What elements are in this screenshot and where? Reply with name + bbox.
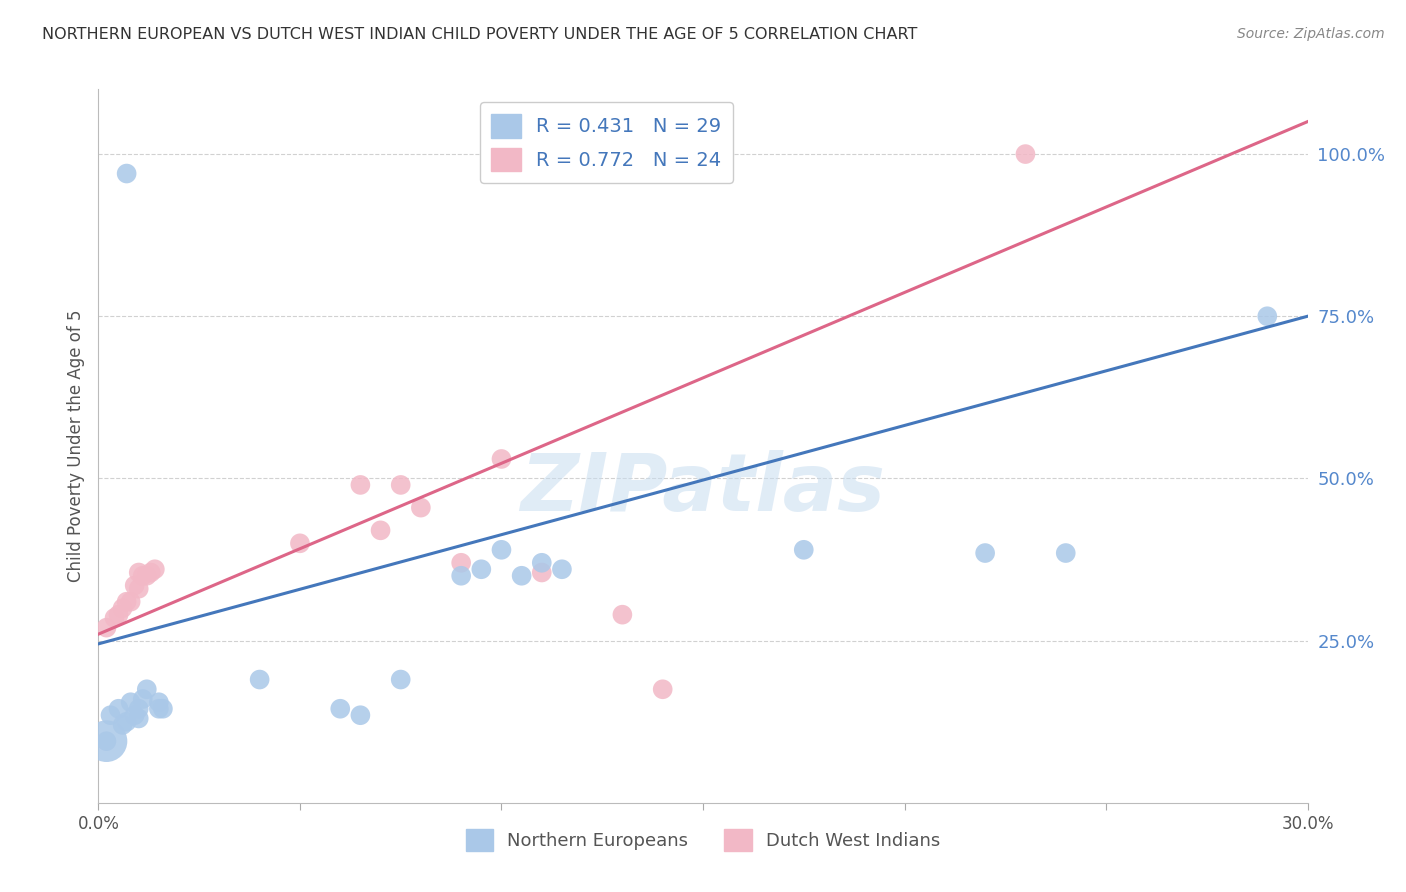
- Point: [793, 542, 815, 557]
- Text: Source: ZipAtlas.com: Source: ZipAtlas.com: [1237, 27, 1385, 41]
- Point: [1256, 310, 1278, 324]
- Point: [409, 500, 432, 515]
- Point: [124, 708, 146, 723]
- Point: [349, 708, 371, 723]
- Point: [132, 692, 155, 706]
- Legend: Northern Europeans, Dutch West Indians: Northern Europeans, Dutch West Indians: [458, 822, 948, 858]
- Point: [132, 568, 155, 582]
- Point: [370, 524, 392, 538]
- Point: [389, 673, 412, 687]
- Point: [491, 542, 513, 557]
- Point: [249, 673, 271, 687]
- Point: [115, 595, 138, 609]
- Y-axis label: Child Poverty Under the Age of 5: Child Poverty Under the Age of 5: [66, 310, 84, 582]
- Point: [120, 695, 142, 709]
- Point: [128, 702, 150, 716]
- Point: [551, 562, 574, 576]
- Point: [530, 556, 553, 570]
- Point: [329, 702, 352, 716]
- Point: [96, 621, 118, 635]
- Point: [128, 566, 150, 580]
- Point: [148, 702, 170, 716]
- Point: [288, 536, 311, 550]
- Point: [124, 578, 146, 592]
- Point: [111, 718, 134, 732]
- Point: [450, 556, 472, 570]
- Point: [491, 452, 513, 467]
- Point: [128, 582, 150, 596]
- Point: [651, 682, 673, 697]
- Point: [530, 566, 553, 580]
- Point: [148, 695, 170, 709]
- Point: [1054, 546, 1077, 560]
- Point: [389, 478, 412, 492]
- Point: [120, 595, 142, 609]
- Point: [115, 167, 138, 181]
- Point: [349, 478, 371, 492]
- Point: [135, 568, 157, 582]
- Point: [96, 734, 118, 748]
- Point: [100, 708, 122, 723]
- Point: [450, 568, 472, 582]
- Point: [612, 607, 634, 622]
- Text: ZIPatlas: ZIPatlas: [520, 450, 886, 528]
- Point: [107, 702, 129, 716]
- Point: [974, 546, 997, 560]
- Point: [510, 568, 533, 582]
- Point: [143, 562, 166, 576]
- Point: [111, 601, 134, 615]
- Point: [96, 734, 118, 748]
- Point: [107, 607, 129, 622]
- Point: [470, 562, 492, 576]
- Point: [135, 682, 157, 697]
- Point: [115, 714, 138, 729]
- Point: [152, 702, 174, 716]
- Point: [103, 611, 125, 625]
- Point: [128, 711, 150, 725]
- Point: [1014, 147, 1036, 161]
- Point: [139, 566, 162, 580]
- Text: NORTHERN EUROPEAN VS DUTCH WEST INDIAN CHILD POVERTY UNDER THE AGE OF 5 CORRELAT: NORTHERN EUROPEAN VS DUTCH WEST INDIAN C…: [42, 27, 918, 42]
